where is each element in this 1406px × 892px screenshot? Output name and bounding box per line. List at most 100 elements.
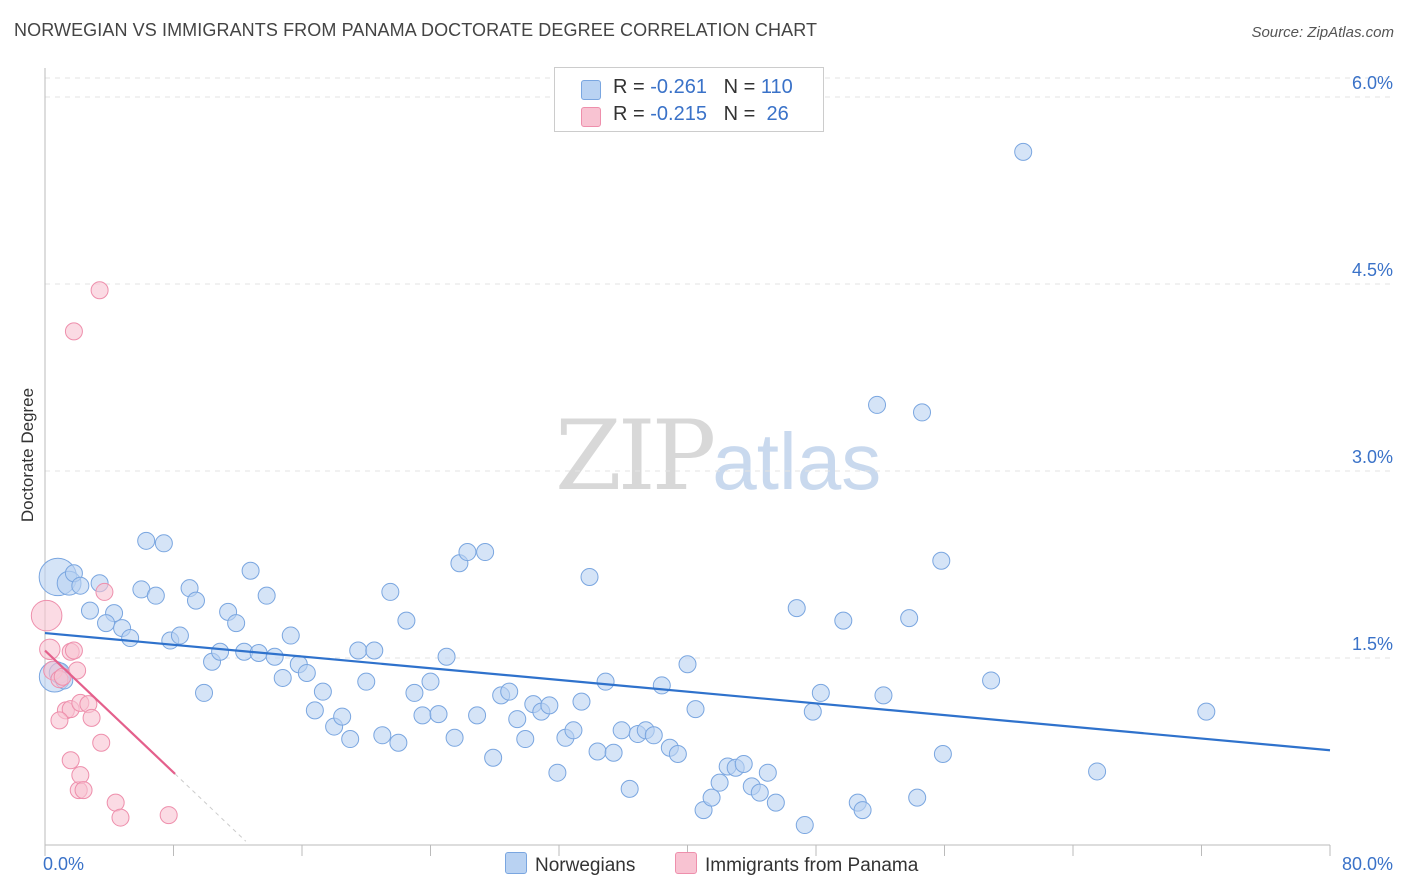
norwegian-point: [588, 742, 607, 761]
bottom-legend-label: Norwegians: [535, 855, 636, 876]
panama-point: [71, 766, 90, 785]
norwegian-point: [982, 671, 1001, 690]
panama-trend-extension: [174, 773, 247, 842]
trend-lines: [44, 631, 1331, 842]
norwegian-point: [333, 707, 352, 726]
norwegian-point: [421, 672, 440, 691]
panama-point: [159, 806, 178, 825]
panama-point: [74, 781, 93, 800]
legend-swatch-pink: [581, 107, 601, 127]
norwegian-point: [341, 730, 360, 749]
norwegian-point: [564, 721, 583, 740]
norwegian-point: [186, 591, 205, 610]
norwegian-point: [458, 543, 477, 562]
norwegian-point: [484, 748, 503, 767]
panama-point: [90, 281, 109, 300]
norwegian-point: [349, 641, 368, 660]
panama-point: [64, 322, 83, 341]
panama-point: [111, 808, 130, 827]
norwegian-point: [803, 702, 822, 721]
norwegian-point: [381, 582, 400, 601]
bottom-swatch-blue: [505, 852, 527, 874]
norwegian-point: [913, 403, 932, 422]
y-tick-label: 4.5%: [1352, 260, 1393, 280]
norwegian-point: [468, 706, 487, 725]
norwegian-point: [257, 586, 276, 605]
y-tick-label: 3.0%: [1352, 447, 1393, 467]
legend-n-value: 26: [760, 103, 789, 125]
norwegian-point: [281, 626, 300, 645]
panama-trend-line: [44, 649, 176, 775]
bottom-legend-norwegians: Norwegians: [505, 852, 635, 877]
bottom-swatch-pink: [675, 852, 697, 874]
norwegian-point: [874, 686, 893, 705]
panama-point: [50, 711, 69, 730]
axes: [44, 68, 1331, 856]
panama-points: [30, 281, 178, 827]
norwegian-point: [540, 696, 559, 715]
norwegian-point: [811, 683, 830, 702]
norwegian-point: [146, 586, 165, 605]
norwegian-point: [853, 801, 872, 820]
norwegian-point: [500, 682, 519, 701]
norwegian-point: [900, 609, 919, 628]
legend-r-label: R =: [613, 103, 651, 125]
norwegian-point: [750, 783, 769, 802]
norwegian-point: [227, 614, 246, 633]
norwegian-point: [702, 788, 721, 807]
norwegians-trend-line: [44, 631, 1331, 752]
panama-point: [61, 751, 80, 770]
source-credit: Source: ZipAtlas.com: [1251, 24, 1394, 41]
panama-point: [68, 661, 87, 680]
norwegian-point: [612, 721, 631, 740]
norwegian-point: [80, 601, 99, 620]
chart-title: NORWEGIAN VS IMMIGRANTS FROM PANAMA DOCT…: [14, 20, 818, 40]
norwegian-point: [787, 599, 806, 618]
legend-r-label: R =: [613, 76, 651, 98]
norwegian-point: [373, 726, 392, 745]
norwegian-point: [580, 567, 599, 586]
norwegian-point: [297, 663, 316, 682]
panama-point: [92, 733, 111, 752]
norwegian-point: [241, 561, 260, 580]
norwegian-point: [429, 705, 448, 724]
norwegian-point: [516, 730, 535, 749]
norwegian-point: [644, 726, 663, 745]
norwegian-point: [548, 763, 567, 782]
norwegian-point: [686, 700, 705, 719]
panama-point: [39, 638, 61, 660]
norwegian-point: [678, 655, 697, 674]
legend-r-value: -0.215: [650, 103, 707, 125]
norwegian-point: [397, 611, 416, 630]
legend-n-value: 110: [760, 76, 793, 98]
norwegians-points: [38, 142, 1216, 835]
norwegian-point: [413, 706, 432, 725]
panama-point: [64, 641, 83, 660]
norwegian-point: [365, 641, 384, 660]
norwegian-point: [313, 682, 332, 701]
norwegian-point: [445, 728, 464, 747]
norwegian-point: [1197, 702, 1216, 721]
watermark-zip: ZIP: [555, 400, 716, 512]
norwegian-point: [97, 614, 116, 633]
norwegian-point: [273, 668, 292, 687]
norwegian-point: [1088, 762, 1107, 781]
panama-point: [30, 599, 63, 632]
norwegian-point: [734, 754, 753, 773]
tick-labels: 1.5% 3.0% 4.5% 6.0% 0.0% 80.0%: [43, 73, 1393, 874]
norwegian-point: [766, 793, 785, 812]
norwegian-point: [305, 701, 324, 720]
norwegian-point: [1014, 142, 1033, 161]
norwegian-point: [170, 626, 189, 645]
y-tick-label: 1.5%: [1352, 634, 1393, 654]
bottom-legend-label: Immigrants from Panama: [705, 855, 919, 876]
norwegian-point: [357, 672, 376, 691]
norwegian-point: [620, 779, 639, 798]
norwegian-point: [710, 773, 729, 792]
norwegian-point: [572, 692, 591, 711]
bottom-legend-panama: Immigrants from Panama: [675, 852, 918, 877]
legend-r-value: -0.261: [650, 76, 707, 98]
norwegian-point: [795, 816, 814, 835]
legend-swatch-blue: [581, 80, 601, 100]
